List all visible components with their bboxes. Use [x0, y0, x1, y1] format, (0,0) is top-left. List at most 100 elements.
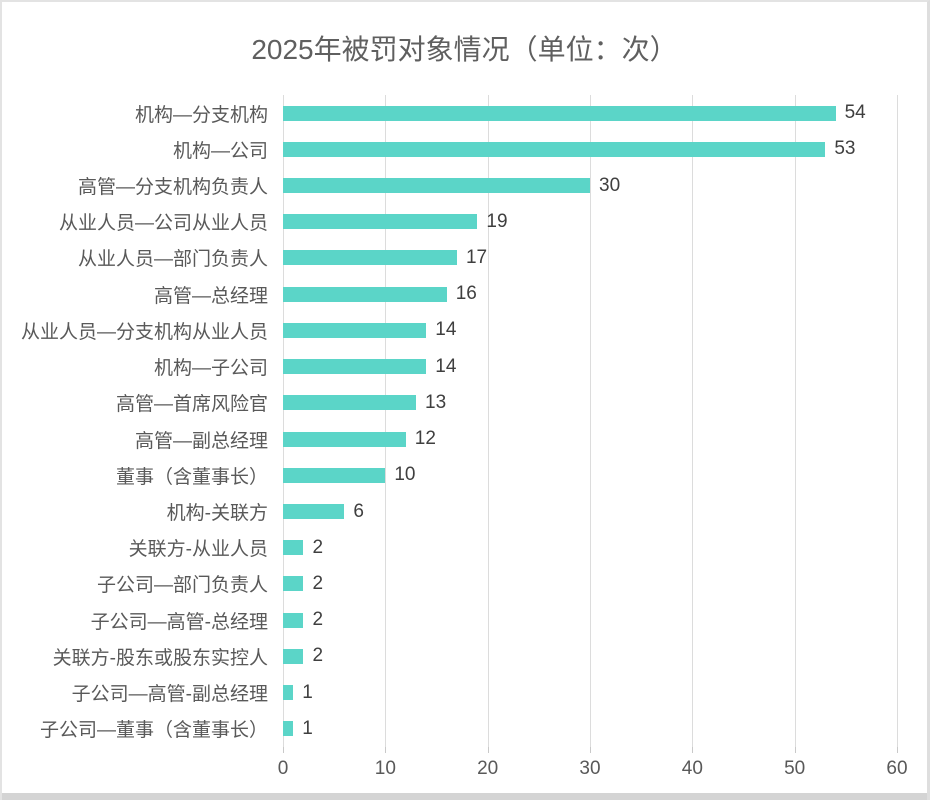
bar-row: 机构-关联方 6	[2, 493, 930, 529]
category-label: 子公司—高管-副总经理	[71, 684, 268, 706]
value-label: 14	[435, 355, 457, 377]
bar-row: 从业人员—部门负责人 17	[2, 240, 930, 276]
bar-row: 子公司—董事（含董事长） 1	[2, 711, 930, 747]
x-tick-label: 50	[784, 758, 806, 779]
bar-track: 2	[283, 537, 897, 559]
bar	[283, 467, 386, 483]
category-label: 董事（含董事长）	[115, 466, 268, 488]
value-label: 30	[599, 174, 621, 196]
bar-track: 2	[283, 609, 897, 631]
bar-track: 1	[283, 682, 897, 704]
category-label: 子公司—高管-总经理	[90, 611, 268, 633]
bar-row: 子公司—部门负责人 2	[2, 566, 930, 602]
value-label: 2	[312, 572, 324, 594]
category-label: 高管—副总经理	[134, 430, 268, 452]
bar	[283, 250, 457, 266]
value-label: 16	[455, 283, 477, 305]
bar-track: 19	[283, 211, 897, 233]
gridline	[487, 95, 489, 747]
card-bottom-border	[2, 793, 927, 800]
axis-tick	[590, 747, 591, 753]
category-label: 从业人员—公司从业人员	[58, 213, 268, 235]
value-label: 19	[486, 210, 508, 232]
x-tick-label: 10	[374, 758, 396, 779]
axis-tick	[283, 747, 284, 753]
bar	[283, 648, 304, 664]
x-tick-label: 0	[277, 758, 289, 779]
bar-row: 关联方-股东或股东实控人 2	[2, 638, 930, 674]
bar	[283, 504, 345, 520]
category-label: 机构—公司	[172, 140, 268, 162]
gridline	[692, 95, 694, 747]
bar	[283, 576, 304, 592]
bar-row: 机构—子公司 14	[2, 349, 930, 385]
bar	[283, 105, 836, 121]
bar-row: 高管—总经理 16	[2, 276, 930, 312]
bar	[283, 359, 427, 375]
x-axis: 0 10 20 30 40 50 60	[278, 758, 908, 786]
axis-tick	[385, 747, 387, 753]
bar	[283, 214, 478, 230]
bar-row: 高管—副总经理 12	[2, 421, 930, 457]
bar	[283, 395, 417, 411]
bar	[283, 721, 294, 737]
bar	[283, 540, 304, 556]
x-tick-label: 60	[886, 758, 908, 779]
bar-row: 子公司—高管-副总经理 1	[2, 675, 930, 711]
category-label: 子公司—董事（含董事长）	[39, 720, 268, 742]
bar-track: 2	[283, 645, 897, 667]
bar-track: 17	[283, 247, 897, 269]
value-label: 12	[414, 428, 436, 450]
value-label: 13	[425, 391, 447, 413]
bar	[283, 322, 427, 338]
bar	[283, 178, 590, 194]
axis-tick	[794, 747, 796, 753]
bar-row: 机构—分支机构 54	[2, 95, 930, 131]
bar-track: 2	[283, 573, 897, 595]
value-label: 54	[844, 102, 866, 124]
x-tick-label: 40	[681, 758, 703, 779]
x-tick-label: 20	[477, 758, 499, 779]
bar-row: 从业人员—分支机构从业人员 14	[2, 312, 930, 348]
bar	[283, 141, 826, 157]
category-label: 高管—总经理	[153, 285, 268, 307]
bar	[283, 612, 304, 628]
bar-track: 10	[283, 464, 897, 486]
category-label: 机构—子公司	[153, 358, 268, 380]
bar-track: 30	[283, 175, 897, 197]
gridline	[590, 95, 591, 747]
value-label: 10	[394, 464, 416, 486]
value-label: 2	[312, 645, 324, 667]
bar-row: 机构—公司 53	[2, 131, 930, 167]
category-label: 高管—分支机构负责人	[77, 177, 268, 199]
bar-rows: 机构—分支机构 54 机构—公司 53 高管—分支机构负责人 30 从业人员—公…	[2, 95, 930, 747]
axis-tick	[897, 747, 898, 753]
value-label: 2	[312, 536, 324, 558]
bar-track: 12	[283, 428, 897, 450]
bar-track: 53	[283, 138, 897, 160]
bar-track: 16	[283, 283, 897, 305]
category-label: 从业人员—分支机构从业人员	[20, 321, 268, 343]
bar-row: 从业人员—公司从业人员 19	[2, 204, 930, 240]
value-label: 2	[312, 609, 324, 631]
gridlines-layer	[283, 95, 898, 753]
bar-row: 高管—首席风险官 13	[2, 385, 930, 421]
bar-track: 54	[283, 102, 897, 124]
value-label: 53	[834, 138, 856, 160]
value-label: 1	[302, 717, 313, 739]
gridline	[385, 95, 387, 747]
bar-row: 关联方-从业人员 2	[2, 530, 930, 566]
axis-tick	[487, 747, 489, 753]
category-label: 机构-关联方	[166, 503, 268, 525]
bar-row: 子公司—高管-总经理 2	[2, 602, 930, 638]
chart-title: 2025年被罚对象情况（单位：次）	[251, 34, 678, 65]
bar-track: 14	[283, 356, 897, 378]
category-label: 从业人员—部门负责人	[77, 249, 268, 271]
value-label: 14	[435, 319, 457, 341]
category-label: 关联方-股东或股东实控人	[52, 647, 268, 669]
category-label: 高管—首席风险官	[115, 394, 268, 416]
bar-row: 高管—分支机构负责人 30	[2, 167, 930, 203]
bar	[283, 685, 294, 701]
category-label: 机构—分支机构	[134, 104, 268, 126]
value-label: 6	[353, 500, 364, 522]
